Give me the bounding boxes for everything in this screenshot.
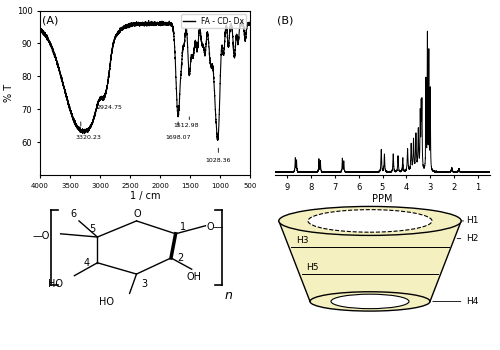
Text: n: n (225, 288, 233, 302)
Text: 1028.36: 1028.36 (206, 158, 231, 163)
Text: H3: H3 (296, 236, 308, 245)
Text: H4: H4 (466, 297, 478, 306)
Text: 4: 4 (83, 258, 89, 268)
Text: 2924.75: 2924.75 (96, 105, 122, 110)
Polygon shape (279, 221, 461, 301)
Ellipse shape (310, 292, 430, 311)
Text: O: O (134, 209, 141, 218)
Ellipse shape (331, 294, 409, 309)
Text: 5: 5 (89, 224, 95, 234)
X-axis label: 1 / cm: 1 / cm (130, 191, 160, 201)
Text: H1: H1 (466, 216, 478, 225)
Legend: FA - CD- Dx: FA - CD- Dx (181, 14, 246, 28)
Text: HO: HO (98, 296, 114, 307)
Text: 3320.23: 3320.23 (75, 135, 101, 140)
Y-axis label: % T: % T (4, 84, 14, 102)
Text: HO: HO (48, 279, 63, 289)
Text: (B): (B) (277, 15, 293, 26)
Text: 3: 3 (141, 279, 147, 289)
Text: 2: 2 (177, 253, 183, 263)
Text: OH: OH (186, 272, 202, 282)
Text: 6: 6 (70, 209, 76, 219)
Text: (A): (A) (42, 15, 58, 26)
Text: H5: H5 (306, 264, 319, 272)
Text: O—: O— (206, 222, 224, 232)
Text: 1512.98: 1512.98 (174, 123, 199, 128)
Text: —O: —O (33, 231, 50, 241)
X-axis label: PPM: PPM (372, 194, 393, 204)
Text: H2: H2 (466, 234, 478, 243)
Text: 1: 1 (180, 222, 186, 232)
Text: 1698.07: 1698.07 (166, 135, 191, 140)
Ellipse shape (308, 210, 432, 232)
Ellipse shape (279, 206, 461, 236)
